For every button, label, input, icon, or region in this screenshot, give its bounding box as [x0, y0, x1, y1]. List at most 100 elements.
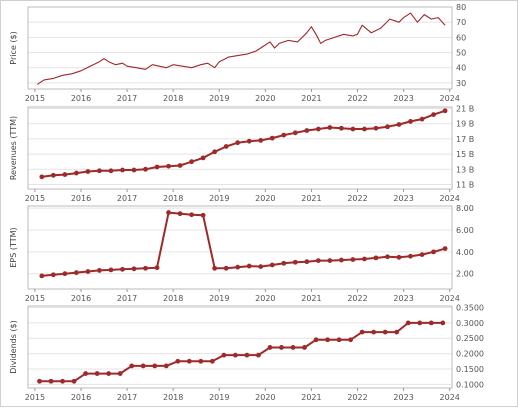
revenues-data-point: [396, 122, 402, 127]
price-ytick-label: 70: [456, 18, 466, 27]
dividends-data-point: [71, 378, 77, 384]
revenues-data-point: [327, 125, 333, 130]
revenues-data-point: [212, 149, 218, 155]
revenues-ytick-label: 17 B: [456, 135, 474, 144]
revenues-data-point: [315, 126, 321, 132]
revenues-xtick-label: 2015: [25, 194, 45, 203]
eps-axis-label: EPS (TTM): [9, 227, 18, 267]
dividends-ytick-label: 0.2000: [456, 350, 484, 359]
revenues-data-point: [269, 135, 275, 141]
revenues-data-point: [338, 125, 344, 131]
eps-data-point: [200, 212, 206, 218]
dividends-data-point: [302, 345, 307, 350]
eps-xtick-label: 2022: [347, 294, 367, 303]
dividends-data-point: [83, 371, 89, 376]
eps-xtick-label: 2016: [71, 294, 91, 303]
revenues-data-point: [200, 155, 206, 161]
eps-xtick-label: 2023: [393, 294, 413, 303]
dividends-data-point: [440, 320, 446, 326]
eps-data-point: [108, 267, 114, 273]
revenues-data-point: [223, 144, 229, 149]
price-axis-label: Price ($): [9, 31, 18, 64]
dividends-data-point: [428, 320, 434, 326]
eps-data-point: [350, 257, 356, 262]
price-xtick-label: 2015: [25, 94, 45, 103]
revenues-data-point: [362, 126, 367, 132]
eps-data-point: [304, 259, 310, 265]
dividends-data-point: [37, 378, 42, 384]
revenues-data-point: [246, 138, 252, 144]
price-panel: 30 40 50 60 70 80 2015 2016 2017 2018 2019 2020 2021…: [9, 3, 466, 103]
dividends-xtick-label: 2019: [209, 393, 229, 402]
eps-ytick-label: 6.00: [456, 226, 474, 235]
dividends-data-point: [209, 358, 215, 364]
eps-xtick-label: 2021: [301, 294, 321, 303]
eps-data-point: [73, 270, 79, 276]
dividends-data-point: [290, 345, 296, 350]
dividends-data-point: [244, 352, 250, 358]
eps-data-point: [212, 265, 218, 271]
eps-ytick-label: 2.00: [456, 270, 474, 279]
eps-data-point: [315, 258, 321, 264]
revenues-data-point: [235, 140, 241, 146]
revenues-data-point: [408, 119, 413, 124]
dividends-plot-frame: [27, 305, 453, 389]
dividends-ytick-label: 0.3500: [456, 304, 484, 313]
dividends-data-point: [313, 337, 319, 343]
dividends-data-point: [382, 329, 388, 335]
revenues-xtick-label: 2024: [440, 194, 460, 203]
eps-data-point: [177, 211, 183, 217]
revenues-data-point: [97, 168, 102, 174]
revenues-data-point: [154, 164, 160, 170]
dividends-data-point: [336, 337, 342, 343]
eps-data-point: [154, 265, 160, 271]
dividends-data-point: [94, 371, 100, 376]
price-xtick-label: 2017: [117, 94, 137, 103]
dividends-ytick-label: 0.1000: [456, 380, 484, 389]
revenues-xtick-label: 2021: [301, 194, 321, 203]
dividends-data-point: [232, 352, 238, 358]
revenues-axis-label: Revenues (TTM): [9, 116, 18, 180]
dividends-ytick-label: 0.2500: [456, 334, 484, 343]
revenues-data-point: [189, 159, 195, 165]
price-xtick-label: 2019: [209, 94, 229, 103]
dividends-data-point: [48, 378, 54, 384]
eps-data-point: [419, 252, 425, 257]
revenues-data-point: [108, 168, 114, 174]
revenues-xtick-label: 2019: [209, 194, 229, 203]
revenues-data-point: [373, 125, 379, 131]
eps-ytick-label: 8.00: [456, 204, 474, 213]
eps-data-point: [442, 246, 448, 251]
dividends-data-point: [117, 371, 123, 376]
dividends-data-point: [140, 363, 146, 369]
price-ytick-label: 80: [456, 3, 466, 12]
revenues-xtick-label: 2020: [255, 194, 275, 203]
eps-panel: 2.00 4.00 6.00 8.00 2015 2016 2017 2018 2019 2020…: [9, 204, 474, 303]
revenues-data-point: [385, 124, 390, 130]
revenues-data-point: [177, 163, 183, 168]
revenues-data-point: [73, 170, 79, 176]
dividends-xtick-label: 2024: [440, 393, 460, 402]
dividends-ytick-label: 0.1500: [456, 365, 484, 374]
revenues-data-point: [281, 132, 287, 138]
revenues-data-point: [258, 138, 264, 143]
dividends-axis-label: Dividends ($): [9, 320, 18, 374]
eps-xtick-label: 2015: [25, 294, 45, 303]
eps-ytick-label: 4.00: [456, 248, 474, 257]
eps-plot-frame: [27, 205, 453, 290]
dividends-data-point: [279, 345, 284, 350]
revenues-data-point: [143, 166, 148, 172]
revenues-data-point: [431, 112, 436, 117]
revenues-ytick-label: 11 B: [456, 180, 474, 189]
dividends-data-point: [175, 358, 181, 364]
revenues-data-point: [120, 167, 125, 173]
dividends-ytick-label: 0.3000: [456, 319, 484, 328]
revenues-xtick-label: 2023: [393, 194, 413, 203]
revenues-ytick-label: 21 B: [456, 105, 474, 114]
eps-data-point: [120, 266, 125, 272]
dividends-xtick-label: 2020: [255, 393, 275, 402]
eps-data-point: [269, 262, 275, 268]
dividends-xtick-label: 2022: [347, 393, 367, 402]
